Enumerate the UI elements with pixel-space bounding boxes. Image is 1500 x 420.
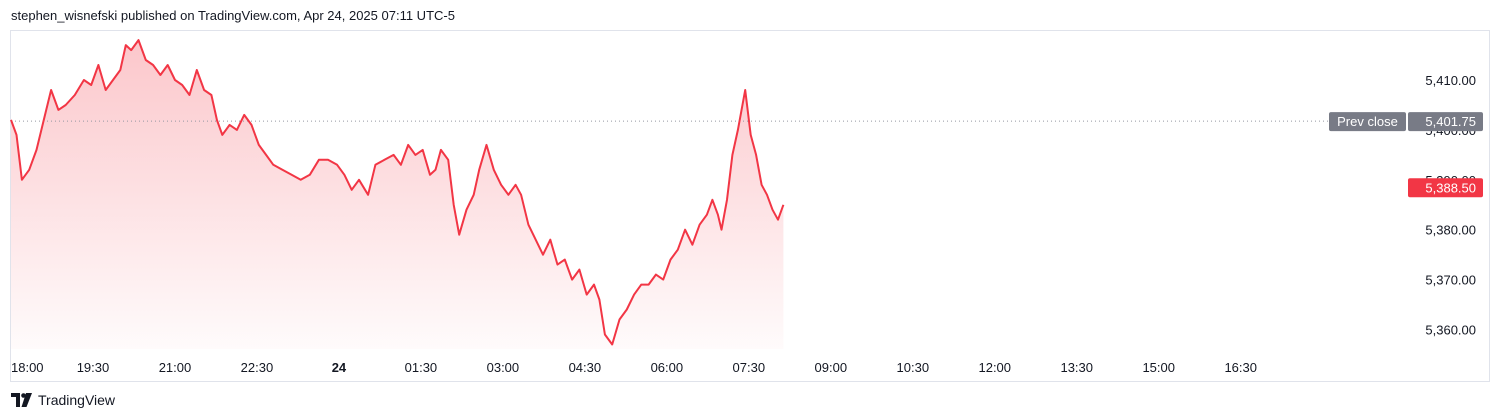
prev-close-tag bbox=[1329, 112, 1406, 132]
y-tick-label: 5,380.00 bbox=[1425, 223, 1476, 238]
y-tick-label: 5,360.00 bbox=[1425, 323, 1476, 338]
prev-close-value-tag bbox=[1408, 112, 1483, 132]
x-tick-label: 07:30 bbox=[733, 360, 766, 375]
price-line[interactable] bbox=[10, 39, 785, 346]
price-chart[interactable]: 5,410.005,400.005,390.005,380.005,370.00… bbox=[0, 0, 1500, 385]
y-tick-label: 5,410.00 bbox=[1425, 73, 1476, 88]
publish-header: stephen_wisnefski published on TradingVi… bbox=[11, 8, 455, 23]
x-tick-label: 15:00 bbox=[1142, 360, 1175, 375]
x-tick-label: 24 bbox=[332, 360, 347, 375]
last-price-tag bbox=[1408, 178, 1483, 198]
y-tick-label: 5,370.00 bbox=[1425, 273, 1476, 288]
x-tick-label: 04:30 bbox=[569, 360, 602, 375]
chart-frame bbox=[10, 30, 1490, 382]
prev-close-value: 5,401.75 bbox=[1425, 114, 1476, 129]
x-tick-label: 06:00 bbox=[651, 360, 684, 375]
x-tick-label: 13:30 bbox=[1060, 360, 1093, 375]
x-tick-label: 10:30 bbox=[897, 360, 930, 375]
tradingview-logo-icon bbox=[11, 393, 32, 407]
x-tick-label: 09:00 bbox=[815, 360, 848, 375]
price-area-fill bbox=[11, 40, 784, 349]
last-price-value: 5,388.50 bbox=[1425, 180, 1476, 195]
x-tick-label: 12:00 bbox=[978, 360, 1011, 375]
footer-brand[interactable]: TradingView bbox=[11, 392, 115, 408]
x-tick-label: 18:00 bbox=[11, 360, 44, 375]
x-tick-label: 03:00 bbox=[487, 360, 520, 375]
x-tick-label: 01:30 bbox=[405, 360, 438, 375]
x-tick-label: 21:00 bbox=[159, 360, 192, 375]
footer-brand-text: TradingView bbox=[38, 392, 116, 408]
prev-close-label: Prev close bbox=[1337, 114, 1398, 129]
x-tick-label: 16:30 bbox=[1224, 360, 1257, 375]
x-tick-label: 19:30 bbox=[77, 360, 110, 375]
x-tick-label: 22:30 bbox=[241, 360, 274, 375]
